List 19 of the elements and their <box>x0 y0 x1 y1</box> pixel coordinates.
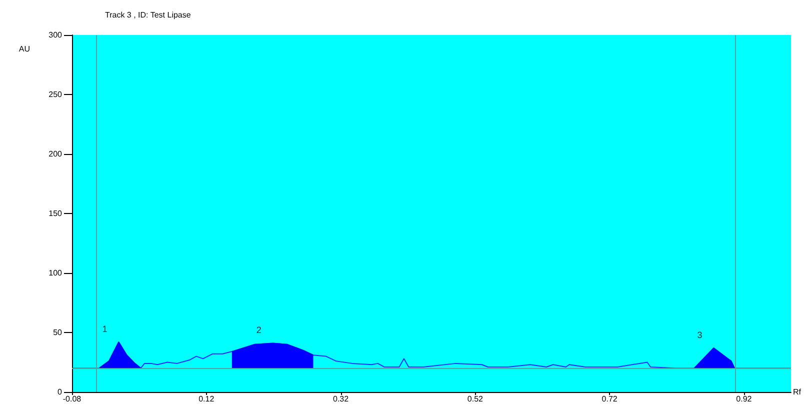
y-tick-label: 100 <box>48 268 63 278</box>
x-tick-label: 0.72 <box>602 394 618 404</box>
y-tick-label: 150 <box>48 209 63 218</box>
x-axis-title: Rf <box>793 388 802 396</box>
y-tick-label: 300 <box>48 30 63 40</box>
y-tick-label: 50 <box>53 328 63 337</box>
chart-title: Track 3 , ID: Test Lipase <box>105 10 192 20</box>
y-tick-label: 200 <box>48 150 63 158</box>
x-tick-label: 0.52 <box>467 394 484 404</box>
y-tick-label: 250 <box>48 90 63 99</box>
annotation: 1 <box>102 324 108 334</box>
annotation: 3 <box>697 330 702 340</box>
x-tick-label: 0.32 <box>332 394 350 404</box>
annotation: 2 <box>256 325 262 336</box>
y-axis-title: AU <box>18 44 30 54</box>
x-tick-label: -0.08 <box>62 394 82 404</box>
x-tick-label: 0.92 <box>736 394 752 404</box>
x-tick-label: 0.12 <box>198 394 215 404</box>
y-tick-label: 0 <box>58 388 63 396</box>
